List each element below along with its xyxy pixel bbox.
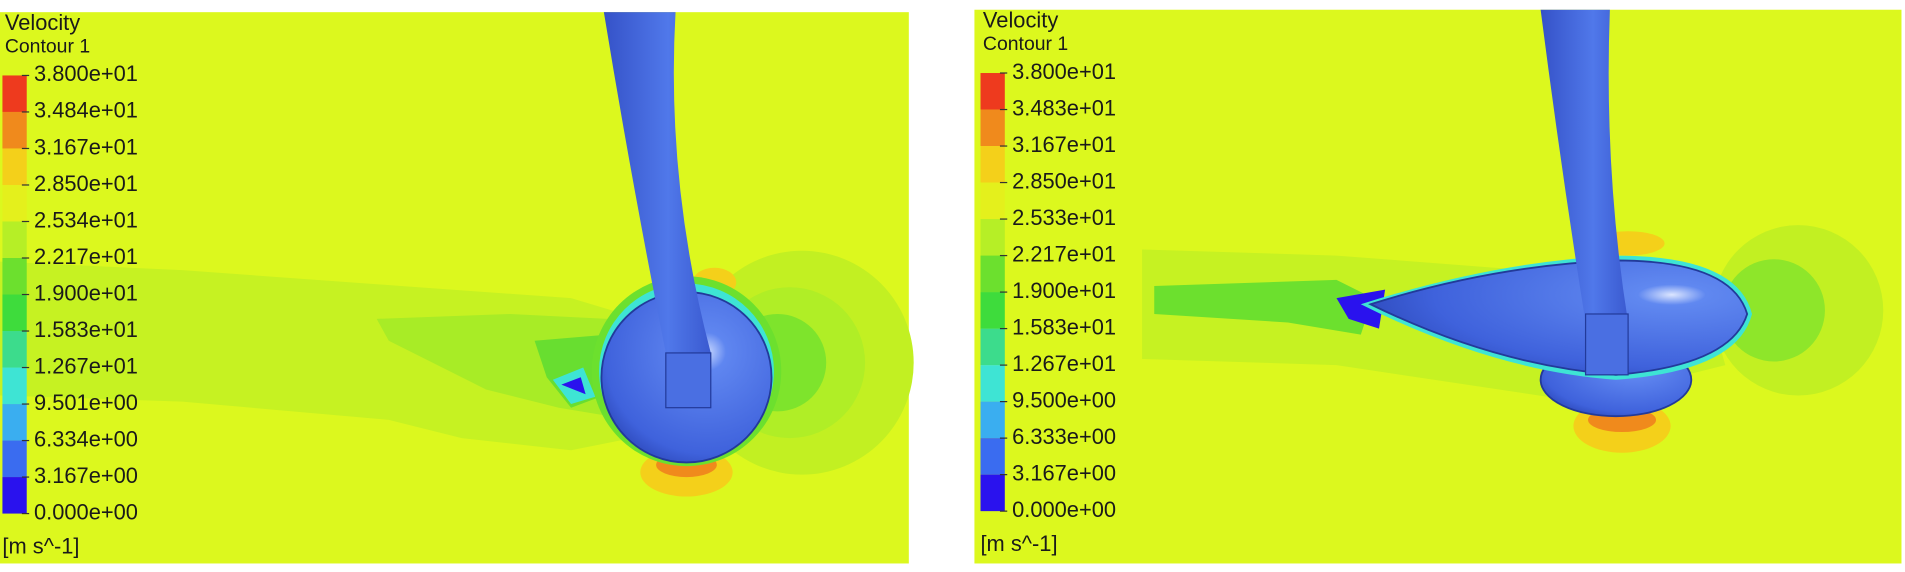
legend-label: 1.900e+01 — [1012, 278, 1116, 303]
legend-swatch — [2, 367, 27, 405]
legend-swatch — [980, 401, 1005, 439]
legend-label: 3.800e+01 — [1012, 59, 1116, 84]
legend-label: 3.167e+01 — [1012, 132, 1116, 157]
legend-swatch — [2, 440, 27, 478]
legend-swatch — [2, 221, 27, 259]
legend-label: 1.583e+01 — [34, 317, 138, 342]
legend-swatch — [980, 146, 1005, 183]
legend-swatch — [2, 148, 27, 185]
legend-subtitle: Contour 1 — [5, 36, 90, 58]
legend-title: Velocity — [983, 8, 1058, 33]
legend-swatch — [980, 365, 1005, 402]
legend-label: 3.483e+01 — [1012, 95, 1116, 120]
legend-label: 0.000e+00 — [34, 499, 138, 524]
legend-swatch — [980, 73, 1005, 110]
legend-label: 3.167e+00 — [34, 463, 138, 488]
legend-label: 1.267e+01 — [34, 353, 138, 378]
legend-label: 3.484e+01 — [34, 98, 138, 123]
legend-label: 3.167e+01 — [34, 134, 138, 159]
legend-label: 6.334e+00 — [34, 426, 138, 451]
legend-label: 6.333e+00 — [1012, 424, 1116, 449]
legend-swatch — [2, 477, 27, 514]
legend-label: 0.000e+00 — [1012, 497, 1116, 522]
legend-label: 1.583e+01 — [1012, 314, 1116, 339]
legend-swatch — [2, 258, 27, 295]
legend-unit: [m s^-1] — [2, 533, 79, 558]
legend-swatch — [980, 328, 1005, 366]
legend-unit: [m s^-1] — [981, 531, 1058, 556]
legend-swatch — [980, 255, 1005, 293]
legend-label: 3.800e+01 — [34, 61, 138, 86]
legend-swatch — [980, 292, 1005, 329]
legend-subtitle: Contour 1 — [983, 33, 1068, 55]
legend-label: 2.850e+01 — [1012, 168, 1116, 193]
legend-label: 2.533e+01 — [1012, 205, 1116, 230]
legend-swatch — [2, 404, 27, 441]
legend-label: 2.217e+01 — [34, 244, 138, 269]
legend-swatch — [980, 438, 1005, 475]
right-contour — [974, 9, 1902, 564]
left-contour — [0, 12, 914, 564]
legend-swatch — [980, 109, 1005, 147]
legend-label: 2.534e+01 — [34, 207, 138, 232]
legend-label: 1.900e+01 — [34, 280, 138, 305]
legend-swatch — [980, 182, 1005, 220]
legend-label: 3.167e+00 — [1012, 460, 1116, 485]
legend-label: 1.267e+01 — [1012, 351, 1116, 376]
legend-swatch — [980, 219, 1005, 256]
legend-label: 9.501e+00 — [34, 390, 138, 415]
legend-title: Velocity — [5, 10, 80, 35]
legend-label: 2.217e+01 — [1012, 241, 1116, 266]
legend-swatch — [980, 474, 1005, 512]
legend-label: 9.500e+00 — [1012, 387, 1116, 412]
legend-swatch — [2, 111, 27, 149]
legend-label: 2.850e+01 — [34, 171, 138, 196]
legend-swatch — [2, 331, 27, 368]
legend-swatch — [2, 184, 27, 222]
legend-swatch — [2, 294, 27, 332]
legend-swatch — [2, 75, 27, 112]
